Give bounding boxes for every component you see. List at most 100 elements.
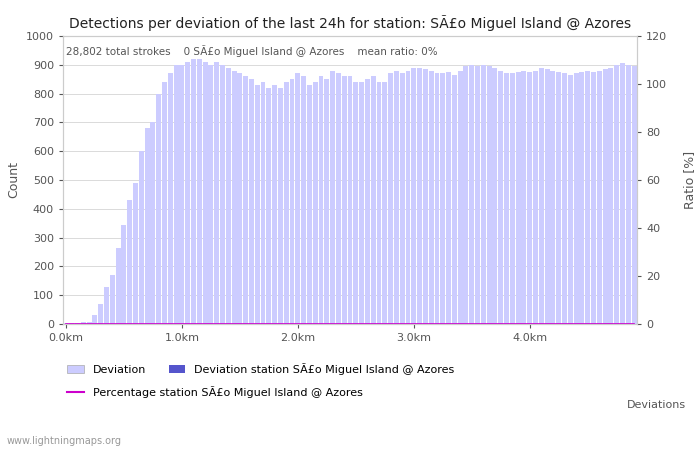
- Bar: [498, 71, 503, 324]
- Bar: [75, 323, 80, 324]
- Bar: [202, 62, 207, 324]
- Bar: [591, 72, 596, 324]
- Bar: [162, 82, 167, 324]
- Bar: [446, 72, 451, 324]
- Bar: [539, 68, 544, 324]
- Bar: [80, 322, 86, 324]
- Bar: [179, 65, 184, 324]
- Bar: [318, 76, 323, 324]
- Text: www.lightningmaps.org: www.lightningmaps.org: [7, 436, 122, 446]
- Bar: [255, 85, 260, 324]
- Bar: [295, 73, 300, 324]
- Bar: [574, 73, 579, 324]
- Bar: [510, 73, 514, 324]
- Bar: [405, 71, 410, 324]
- Bar: [377, 82, 382, 324]
- Bar: [631, 66, 636, 324]
- Bar: [435, 73, 440, 324]
- Legend: Percentage station SÃ£o Miguel Island @ Azores: Percentage station SÃ£o Miguel Island @ …: [63, 382, 368, 402]
- Bar: [562, 73, 567, 324]
- Bar: [475, 66, 480, 324]
- Bar: [220, 65, 225, 324]
- Bar: [110, 275, 115, 324]
- Bar: [145, 128, 150, 324]
- Bar: [597, 71, 602, 324]
- Bar: [452, 75, 457, 324]
- Bar: [608, 68, 613, 324]
- Bar: [545, 69, 550, 324]
- Bar: [209, 65, 214, 324]
- Bar: [214, 62, 219, 324]
- Bar: [116, 248, 120, 324]
- Bar: [284, 82, 288, 324]
- Bar: [382, 82, 387, 324]
- Bar: [522, 71, 526, 324]
- Bar: [394, 71, 399, 324]
- Bar: [243, 76, 248, 324]
- Bar: [493, 68, 498, 324]
- Y-axis label: Count: Count: [8, 162, 20, 198]
- Bar: [516, 72, 521, 324]
- Bar: [69, 323, 74, 324]
- Bar: [156, 94, 161, 324]
- Bar: [92, 315, 97, 324]
- Bar: [428, 71, 433, 324]
- Bar: [359, 82, 364, 324]
- Bar: [626, 65, 631, 324]
- Bar: [585, 71, 590, 324]
- Bar: [603, 69, 608, 324]
- Bar: [504, 73, 509, 324]
- Bar: [533, 71, 538, 324]
- Bar: [550, 71, 555, 324]
- Bar: [272, 85, 277, 324]
- Bar: [174, 65, 178, 324]
- Bar: [568, 75, 573, 324]
- Bar: [301, 76, 306, 324]
- Bar: [278, 88, 283, 324]
- Bar: [400, 73, 405, 324]
- Bar: [313, 82, 318, 324]
- Bar: [232, 71, 237, 324]
- Bar: [486, 66, 491, 324]
- Bar: [580, 72, 584, 324]
- Bar: [324, 79, 329, 324]
- Bar: [527, 72, 532, 324]
- Bar: [290, 79, 295, 324]
- Bar: [342, 76, 346, 324]
- Bar: [260, 82, 265, 324]
- Bar: [87, 322, 92, 324]
- Bar: [150, 122, 155, 324]
- Bar: [463, 66, 468, 324]
- Bar: [121, 225, 126, 324]
- Bar: [336, 73, 341, 324]
- Bar: [417, 68, 422, 324]
- Bar: [330, 71, 335, 324]
- Bar: [440, 73, 445, 324]
- Bar: [347, 76, 353, 324]
- Bar: [226, 68, 231, 324]
- Title: Detections per deviation of the last 24h for station: SÃ£o Miguel Island @ Azore: Detections per deviation of the last 24h…: [69, 15, 631, 31]
- Bar: [104, 287, 109, 324]
- Bar: [249, 79, 254, 324]
- Bar: [168, 73, 173, 324]
- Bar: [127, 200, 132, 324]
- Bar: [307, 85, 312, 324]
- Bar: [354, 82, 358, 324]
- Bar: [267, 88, 272, 324]
- Bar: [412, 68, 416, 324]
- Text: Deviations: Deviations: [627, 400, 686, 410]
- Bar: [458, 71, 463, 324]
- Text: 28,802 total strokes    0 SÃ£o Miguel Island @ Azores    mean ratio: 0%: 28,802 total strokes 0 SÃ£o Miguel Islan…: [66, 45, 438, 57]
- Bar: [423, 69, 428, 324]
- Bar: [469, 65, 474, 324]
- Bar: [371, 76, 376, 324]
- Bar: [620, 63, 625, 324]
- Bar: [139, 151, 143, 324]
- Bar: [186, 62, 190, 324]
- Bar: [133, 183, 138, 324]
- Bar: [481, 65, 486, 324]
- Bar: [98, 304, 103, 324]
- Bar: [388, 73, 393, 324]
- Bar: [556, 72, 561, 324]
- Bar: [191, 59, 196, 324]
